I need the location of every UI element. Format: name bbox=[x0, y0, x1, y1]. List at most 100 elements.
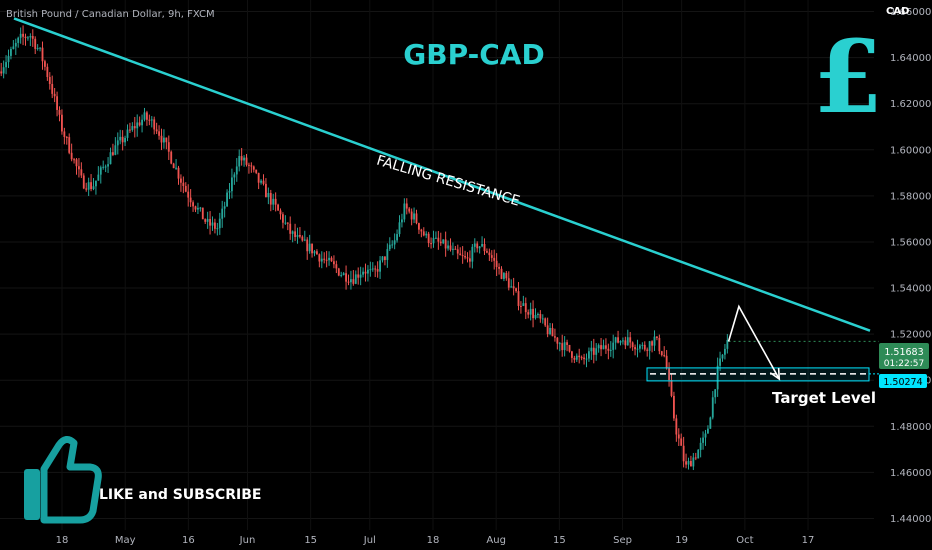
candle-body bbox=[352, 279, 355, 284]
candle-body bbox=[63, 131, 66, 137]
candle-body bbox=[22, 33, 24, 37]
candle-body bbox=[197, 207, 199, 210]
candle-body bbox=[466, 257, 469, 259]
y-tick-label: 1.64000 bbox=[890, 53, 931, 64]
candle-body bbox=[340, 274, 343, 276]
candle-body bbox=[622, 340, 624, 342]
candle-body bbox=[39, 47, 41, 49]
candle-body bbox=[410, 211, 413, 220]
candle-body bbox=[48, 77, 51, 84]
x-tick-label: 17 bbox=[802, 535, 815, 546]
candle-body bbox=[177, 167, 180, 179]
candle-body bbox=[512, 286, 515, 289]
candle-body bbox=[10, 48, 12, 56]
candle-body bbox=[401, 219, 403, 223]
candle-body bbox=[364, 271, 367, 274]
target-label: Target Level bbox=[772, 389, 876, 407]
candle-body bbox=[189, 197, 192, 203]
candle-body bbox=[558, 343, 561, 345]
candle-body bbox=[51, 83, 54, 94]
candle-body bbox=[320, 258, 323, 262]
candle-body bbox=[34, 38, 37, 49]
candle-body bbox=[524, 303, 527, 313]
candle-body bbox=[398, 222, 401, 235]
candle-body bbox=[146, 112, 148, 120]
candle-body bbox=[566, 342, 568, 345]
candle-body bbox=[235, 166, 238, 175]
candle-body bbox=[711, 397, 714, 418]
candle-body bbox=[549, 327, 551, 335]
candle-body bbox=[668, 368, 670, 381]
candle-body bbox=[534, 314, 537, 319]
candle-body bbox=[107, 164, 109, 167]
candle-body bbox=[568, 344, 571, 352]
candle-body bbox=[687, 461, 690, 465]
candle-body bbox=[503, 273, 505, 279]
y-tick-label: 1.58000 bbox=[890, 191, 931, 202]
candle-body bbox=[702, 437, 704, 443]
candle-body bbox=[204, 219, 207, 222]
candle-body bbox=[19, 33, 22, 38]
candle-body bbox=[201, 207, 204, 220]
candle-body bbox=[624, 340, 627, 346]
candle-body bbox=[371, 268, 374, 270]
candle-body bbox=[158, 131, 160, 136]
candle-body bbox=[670, 380, 673, 396]
candle-body bbox=[99, 167, 102, 175]
candle-body bbox=[299, 234, 301, 237]
candle-body bbox=[597, 345, 600, 349]
pound-icon: £ bbox=[813, 18, 883, 136]
candle-body bbox=[308, 243, 311, 252]
candle-body bbox=[464, 256, 466, 258]
candle-body bbox=[347, 281, 350, 283]
currency-label: CAD bbox=[886, 6, 909, 17]
candle-body bbox=[418, 223, 420, 230]
candle-body bbox=[707, 428, 709, 434]
candle-body bbox=[430, 243, 432, 245]
candle-body bbox=[646, 349, 649, 351]
candle-body bbox=[386, 249, 389, 260]
candle-body bbox=[675, 418, 678, 435]
candle-body bbox=[121, 136, 124, 143]
candle-body bbox=[588, 351, 590, 359]
candle-body bbox=[56, 96, 58, 110]
candle-body bbox=[175, 167, 177, 169]
candle-body bbox=[313, 251, 316, 254]
y-tick-label: 1.52000 bbox=[890, 330, 931, 341]
candle-body bbox=[544, 318, 547, 326]
candle-body bbox=[150, 119, 153, 121]
candle-body bbox=[95, 180, 97, 187]
candle-body bbox=[403, 203, 406, 220]
candle-body bbox=[381, 256, 384, 261]
candle-body bbox=[639, 345, 641, 349]
candle-body bbox=[420, 229, 423, 232]
candle-body bbox=[629, 337, 632, 343]
candle-body bbox=[129, 129, 131, 131]
candle-body bbox=[187, 191, 190, 198]
candle-body bbox=[294, 231, 296, 238]
candle-body bbox=[172, 163, 175, 169]
candle-body bbox=[631, 342, 634, 348]
candle-body bbox=[102, 166, 105, 168]
candle-body bbox=[532, 308, 534, 319]
candle-body bbox=[435, 237, 437, 239]
candle-body bbox=[362, 271, 364, 275]
candle-body bbox=[490, 255, 493, 258]
candle-body bbox=[325, 259, 328, 261]
overlay bbox=[13, 17, 879, 382]
candle-body bbox=[709, 417, 712, 429]
candle-body bbox=[454, 248, 457, 250]
candle-body bbox=[109, 152, 112, 165]
candle-body bbox=[607, 348, 610, 351]
candle-body bbox=[478, 246, 481, 249]
candle-body bbox=[65, 136, 68, 138]
candle-body bbox=[184, 186, 187, 192]
candle-body bbox=[476, 243, 479, 249]
candle-body bbox=[24, 36, 27, 39]
candle-body bbox=[493, 257, 496, 261]
candle-body bbox=[267, 192, 270, 198]
candle-body bbox=[602, 345, 605, 350]
candle-body bbox=[495, 260, 498, 267]
candle-body bbox=[46, 66, 49, 78]
